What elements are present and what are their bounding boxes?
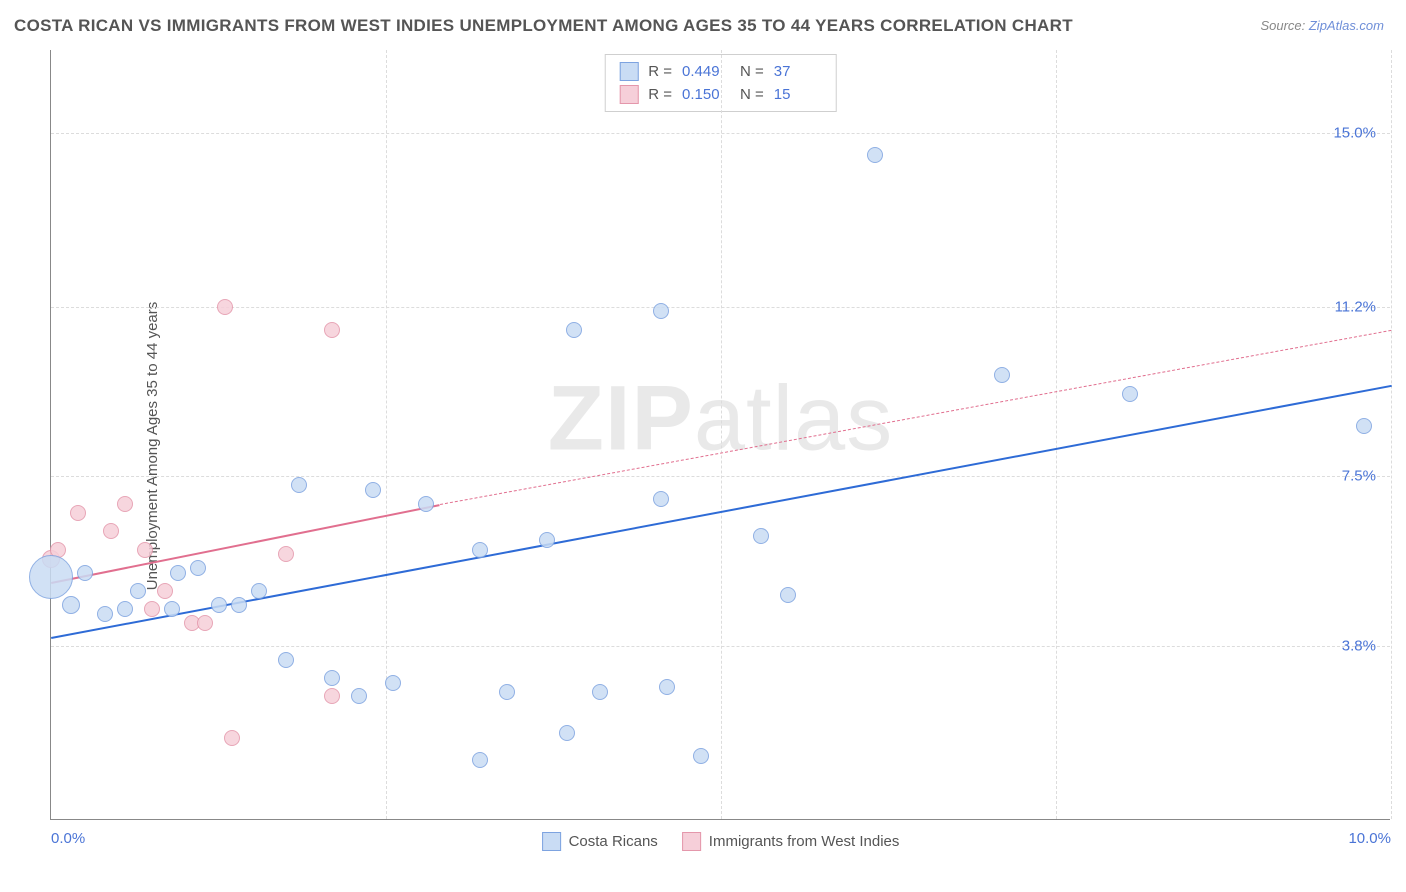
gridline-v — [721, 50, 722, 819]
watermark-light: atlas — [694, 368, 893, 470]
legend-label: Costa Ricans — [569, 833, 658, 850]
data-point-west-indies — [224, 730, 240, 746]
data-point-costa-ricans — [324, 670, 340, 686]
stat-n-label: N = — [740, 63, 764, 80]
data-point-costa-ricans — [211, 597, 227, 613]
plot-area: ZIPatlas R =0.449N =37R =0.150N =15 Cost… — [50, 50, 1390, 820]
stat-r-value: 0.150 — [682, 86, 730, 103]
data-point-costa-ricans — [499, 684, 515, 700]
data-point-west-indies — [197, 615, 213, 631]
source-link[interactable]: ZipAtlas.com — [1309, 18, 1384, 33]
data-point-costa-ricans — [592, 684, 608, 700]
data-point-costa-ricans — [62, 596, 80, 614]
data-point-west-indies — [324, 322, 340, 338]
data-point-costa-ricans — [418, 496, 434, 512]
chart-title: COSTA RICAN VS IMMIGRANTS FROM WEST INDI… — [14, 16, 1073, 36]
data-point-costa-ricans — [278, 652, 294, 668]
data-point-costa-ricans — [539, 532, 555, 548]
data-point-west-indies — [70, 505, 86, 521]
data-point-costa-ricans — [291, 477, 307, 493]
stat-r-value: 0.449 — [682, 63, 730, 80]
stat-n-label: N = — [740, 86, 764, 103]
data-point-west-indies — [137, 542, 153, 558]
y-tick-label: 7.5% — [1342, 468, 1376, 485]
data-point-costa-ricans — [385, 675, 401, 691]
data-point-costa-ricans — [867, 147, 883, 163]
data-point-costa-ricans — [77, 565, 93, 581]
data-point-costa-ricans — [994, 367, 1010, 383]
data-point-costa-ricans — [1122, 386, 1138, 402]
data-point-costa-ricans — [117, 601, 133, 617]
swatch-icon — [682, 832, 701, 851]
data-point-costa-ricans — [365, 482, 381, 498]
data-point-west-indies — [103, 523, 119, 539]
data-point-costa-ricans — [559, 725, 575, 741]
data-point-costa-ricans — [29, 555, 73, 599]
data-point-costa-ricans — [190, 560, 206, 576]
swatch-icon — [619, 62, 638, 81]
data-point-costa-ricans — [653, 303, 669, 319]
data-point-costa-ricans — [472, 752, 488, 768]
source-attribution: Source: ZipAtlas.com — [1260, 18, 1384, 33]
data-point-costa-ricans — [472, 542, 488, 558]
data-point-costa-ricans — [693, 748, 709, 764]
swatch-icon — [619, 85, 638, 104]
trend-line-west-indies — [440, 330, 1392, 505]
legend: Costa Ricans Immigrants from West Indies — [542, 832, 900, 851]
data-point-costa-ricans — [351, 688, 367, 704]
y-tick-label: 11.2% — [1335, 298, 1376, 315]
legend-item: Immigrants from West Indies — [682, 832, 900, 851]
stat-n-value: 15 — [774, 86, 822, 103]
trend-line-west-indies — [51, 504, 440, 584]
data-point-costa-ricans — [566, 322, 582, 338]
legend-label: Immigrants from West Indies — [709, 833, 900, 850]
stat-n-value: 37 — [774, 63, 822, 80]
swatch-icon — [542, 832, 561, 851]
data-point-costa-ricans — [753, 528, 769, 544]
data-point-costa-ricans — [251, 583, 267, 599]
data-point-costa-ricans — [653, 491, 669, 507]
stat-r-label: R = — [648, 86, 672, 103]
data-point-west-indies — [144, 601, 160, 617]
data-point-costa-ricans — [231, 597, 247, 613]
gridline-v — [1056, 50, 1057, 819]
data-point-west-indies — [157, 583, 173, 599]
data-point-west-indies — [117, 496, 133, 512]
watermark-bold: ZIP — [548, 368, 694, 470]
gridline-v — [386, 50, 387, 819]
data-point-costa-ricans — [164, 601, 180, 617]
source-label: Source: — [1260, 18, 1308, 33]
data-point-costa-ricans — [1356, 418, 1372, 434]
gridline-v — [1391, 50, 1392, 819]
data-point-costa-ricans — [659, 679, 675, 695]
y-tick-label: 15.0% — [1333, 124, 1376, 141]
data-point-costa-ricans — [170, 565, 186, 581]
legend-item: Costa Ricans — [542, 832, 658, 851]
data-point-west-indies — [324, 688, 340, 704]
data-point-costa-ricans — [97, 606, 113, 622]
x-tick-label: 10.0% — [1348, 830, 1391, 847]
stat-r-label: R = — [648, 63, 672, 80]
data-point-costa-ricans — [130, 583, 146, 599]
data-point-costa-ricans — [780, 587, 796, 603]
x-tick-label: 0.0% — [51, 830, 85, 847]
data-point-west-indies — [278, 546, 294, 562]
data-point-west-indies — [217, 299, 233, 315]
y-tick-label: 3.8% — [1342, 637, 1376, 654]
